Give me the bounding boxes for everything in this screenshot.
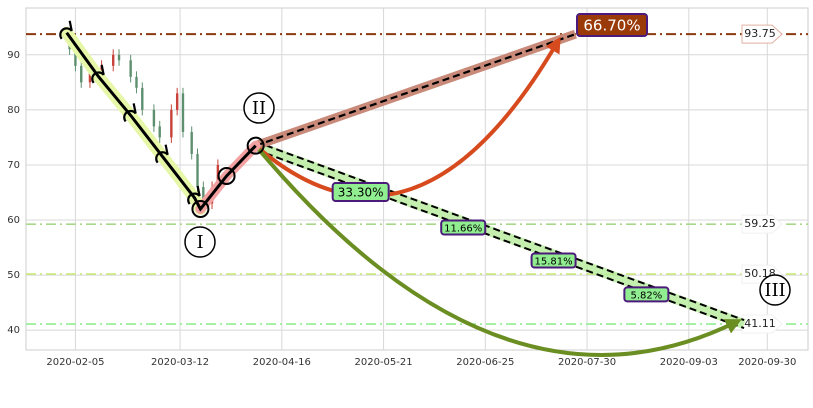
level-label-box xyxy=(741,214,783,234)
wave-label-circle xyxy=(243,92,275,124)
curve-arrow xyxy=(254,144,742,357)
candle-body xyxy=(170,109,173,138)
level-label: 59.25 xyxy=(744,217,776,230)
level-label: 41.11 xyxy=(744,317,776,330)
candle-body xyxy=(175,93,179,110)
x-tick-label: 2020-02-05 xyxy=(46,357,104,368)
level-label: 93.75 xyxy=(744,27,776,40)
ratio-label: 15.81% xyxy=(535,256,573,267)
wave-node xyxy=(191,200,210,219)
candle-body xyxy=(181,93,185,132)
candle-body xyxy=(117,54,121,61)
wave-label: III xyxy=(764,280,785,301)
y-tick-label: 80 xyxy=(7,105,20,116)
x-tick-label: 2020-04-16 xyxy=(253,357,311,368)
wave-glyph xyxy=(155,144,169,164)
wave-glyph xyxy=(123,103,137,123)
level-label-box xyxy=(741,24,783,44)
wave-node xyxy=(217,166,236,185)
plot-area xyxy=(25,7,809,351)
curve-arrow xyxy=(254,36,561,198)
x-tick-label: 2020-03-12 xyxy=(151,357,209,368)
wave-glyph xyxy=(187,185,201,205)
candle-body xyxy=(88,71,92,83)
projection-line xyxy=(255,33,576,147)
ratio-label: 5.82% xyxy=(630,290,662,301)
marks: 40 50 60 70 80 90 2020-02-05 2020-03-12 2020-04-… xyxy=(7,13,808,368)
wave-node xyxy=(246,136,265,155)
x-tick-label: 2020-09-03 xyxy=(660,357,718,368)
x-tick-label: 2020-05-21 xyxy=(355,357,413,368)
candle-body xyxy=(141,87,144,110)
candle-body xyxy=(112,54,115,66)
candle-body xyxy=(74,49,77,66)
wave-label-circle xyxy=(759,274,791,306)
ratio-label-box xyxy=(331,182,390,203)
level-label-box xyxy=(741,314,783,334)
ratio-label-box xyxy=(623,286,670,303)
y-tick-label: 70 xyxy=(7,160,20,171)
ratio-label-box xyxy=(530,252,577,269)
wave-label: II xyxy=(252,98,266,119)
candle-body xyxy=(196,153,199,187)
ratio-label-box xyxy=(440,219,487,236)
candle-body xyxy=(135,76,138,88)
y-tick-label: 50 xyxy=(7,270,20,281)
candle-body xyxy=(152,109,156,127)
ratio-label: 66.70% xyxy=(583,17,640,35)
candle-body xyxy=(202,186,205,204)
y-tick-label: 60 xyxy=(7,215,20,226)
candle-body xyxy=(158,126,161,138)
y-tick-label: 40 xyxy=(7,325,20,336)
wave-label-circle xyxy=(184,226,216,258)
candle-body xyxy=(129,60,132,77)
ratio-label-box xyxy=(576,13,648,37)
x-tick-label: 2020-07-30 xyxy=(558,357,616,368)
candle-body xyxy=(190,131,193,154)
x-tick-label: 2020-06-25 xyxy=(456,357,514,368)
x-tick-label: 2020-09-30 xyxy=(738,357,796,368)
wave-label: I xyxy=(196,232,203,253)
wave-glyph xyxy=(59,20,73,40)
ratio-label: 11.66% xyxy=(444,223,482,234)
wave-glyph xyxy=(91,64,105,84)
y-tick-label: 90 xyxy=(7,50,20,61)
candle-body xyxy=(80,65,83,83)
ratio-label: 33.30% xyxy=(338,186,384,200)
